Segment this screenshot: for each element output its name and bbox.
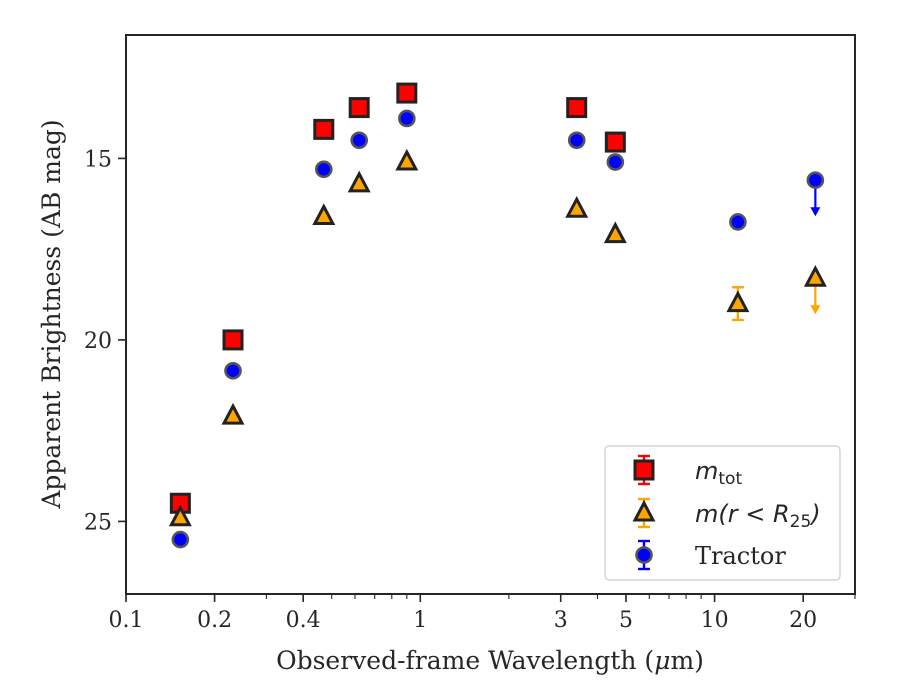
data-point-tractor	[806, 171, 825, 189]
x-axis: 0.1 0.2 0.4 1 3 5 10 20	[109, 594, 856, 633]
x-tick-label: 0.4	[286, 608, 321, 633]
x-tick-label: 0.1	[109, 608, 144, 633]
data-point-mr25	[395, 148, 419, 171]
plot-area	[125, 34, 856, 595]
y-axis: 15 20 25	[84, 147, 126, 535]
x-tick-label: 20	[789, 608, 817, 633]
x-tick-label: 5	[619, 608, 633, 633]
data-point-mr25	[803, 264, 827, 287]
data-point-mtot	[348, 97, 370, 119]
legend-entry-mr25: m(r < R25)	[632, 497, 821, 532]
data-point-mtot	[222, 329, 244, 351]
x-tick-label: 0.2	[197, 608, 232, 633]
x-axis-label: Observed-frame Wavelength (μm)	[276, 646, 704, 675]
series-tractor	[171, 109, 825, 549]
x-tick-label: 3	[554, 608, 568, 633]
data-point-mtot	[396, 82, 418, 104]
data-point-mtot	[566, 97, 588, 119]
legend-label-tractor: Tractor	[695, 542, 786, 570]
y-tick-label: 15	[84, 147, 112, 172]
data-point-tractor	[606, 153, 625, 171]
data-point-mr25	[168, 504, 192, 527]
data-point-mr25	[603, 221, 627, 244]
y-axis-label: Apparent Brightness (AB mag)	[37, 119, 66, 509]
legend-entry-tractor: Tractor	[635, 539, 786, 571]
series-mr25	[168, 148, 827, 527]
series-mtot	[169, 82, 626, 514]
data-point-mr25	[726, 290, 750, 313]
data-point-tractor	[314, 160, 333, 179]
data-point-mr25	[347, 170, 371, 193]
legend-label-mtot: mtot	[695, 457, 742, 489]
legend-entry-mtot: mtot	[633, 454, 742, 489]
legend-label-mr25: m(r < R25)	[695, 500, 821, 532]
legend-circle-marker	[635, 546, 653, 564]
data-point-mtot	[604, 131, 626, 153]
y-tick-label: 20	[84, 329, 112, 354]
upper-limit-arrow-head	[810, 207, 821, 217]
data-point-mr25	[312, 203, 336, 225]
x-tick-label: 1	[413, 608, 427, 633]
data-point-tractor	[350, 131, 368, 150]
data-marks	[168, 82, 827, 549]
plot-frame	[125, 34, 856, 595]
legend-box	[604, 445, 841, 581]
legend: mtot m(r < R25) Tractor	[604, 445, 841, 581]
data-point-tractor	[171, 530, 190, 549]
data-point-mtot	[313, 118, 335, 140]
data-point-mr25	[221, 402, 245, 425]
upper-limit-arrow-head	[810, 305, 821, 315]
x-tick-label: 10	[701, 608, 729, 633]
data-point-mr25	[565, 196, 589, 218]
data-point-tractor	[398, 109, 416, 128]
legend-square-marker	[633, 459, 655, 481]
data-point-tractor	[224, 361, 242, 380]
legend-triangle-marker	[632, 499, 656, 522]
y-tick-label: 25	[84, 510, 112, 535]
data-point-tractor	[567, 131, 586, 150]
data-point-tractor	[729, 213, 747, 231]
